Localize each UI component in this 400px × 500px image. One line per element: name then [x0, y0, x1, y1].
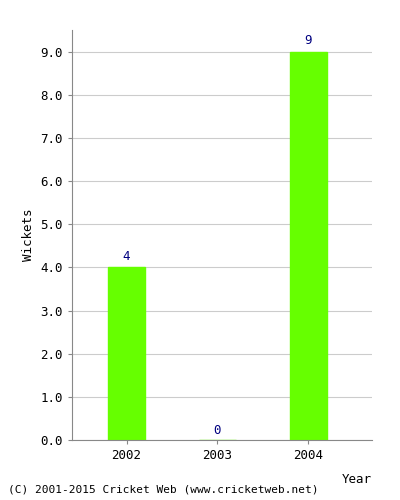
Text: 0: 0: [214, 424, 221, 436]
Y-axis label: Wickets: Wickets: [22, 209, 35, 261]
Text: 4: 4: [123, 250, 130, 263]
Text: Year: Year: [342, 473, 372, 486]
Bar: [290, 52, 326, 440]
Text: (C) 2001-2015 Cricket Web (www.cricketweb.net): (C) 2001-2015 Cricket Web (www.cricketwe…: [8, 485, 318, 495]
Text: 9: 9: [305, 34, 312, 48]
Bar: [108, 268, 145, 440]
